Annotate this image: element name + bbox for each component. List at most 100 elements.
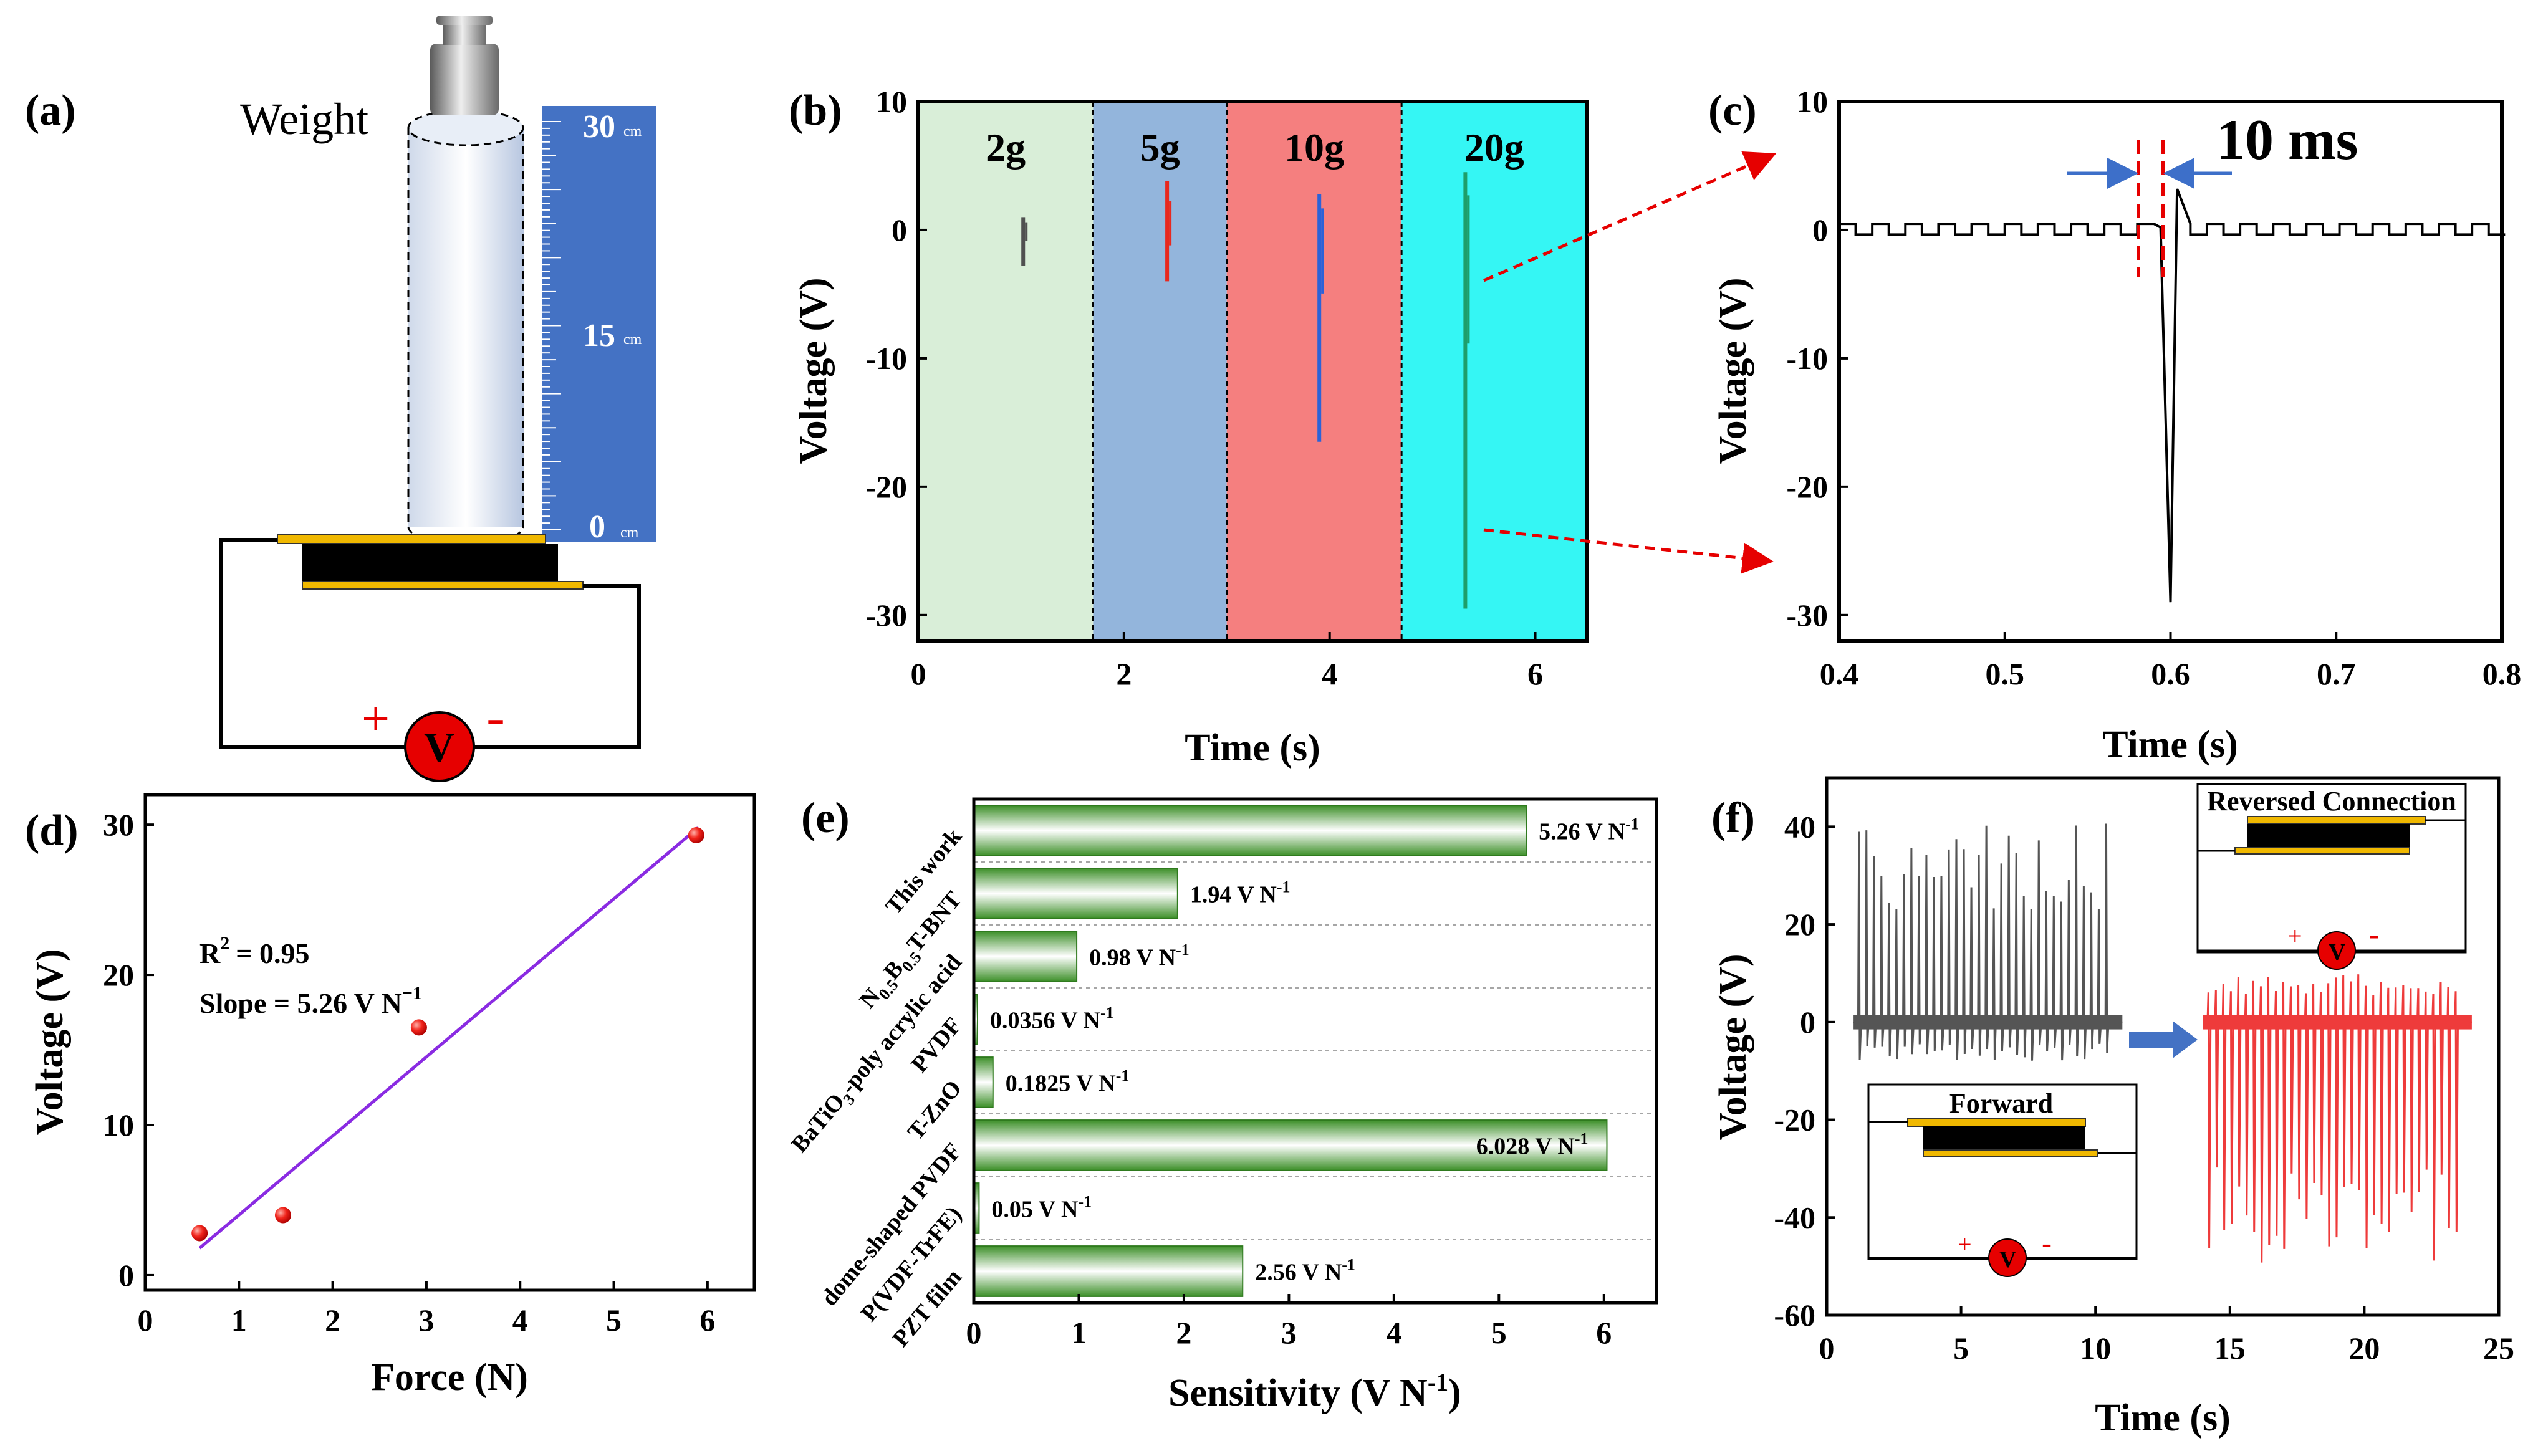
- inset-forward-voltmeter-symbol: V: [1999, 1247, 2017, 1273]
- panel-e-label: (e): [801, 794, 850, 842]
- region-2g: [918, 102, 1094, 641]
- transition-arrow-icon: [2129, 1021, 2198, 1058]
- bar-0: [973, 805, 1527, 856]
- weight-label: Weight: [240, 94, 368, 144]
- inset-reversed-title: Reversed Connection: [2207, 786, 2456, 817]
- inset-forward-plus: +: [1958, 1230, 1972, 1258]
- x-tick-label: 0: [138, 1303, 153, 1338]
- x-tick-label: 15: [2214, 1331, 2246, 1366]
- y-tick-label: 10: [876, 84, 907, 119]
- y-tick-label: 30: [103, 807, 134, 842]
- y-tick-label: 0: [118, 1258, 134, 1293]
- y-tick-label: 0: [892, 213, 907, 247]
- inset-reversed-film: [2247, 824, 2410, 848]
- value-label: 5.26 V N-1: [1539, 815, 1639, 845]
- voltmeter-icon: [404, 711, 475, 782]
- x-tick-label: 6: [1527, 656, 1543, 691]
- region-label-5g: 5g: [1140, 125, 1180, 170]
- circuit-wire-left: [219, 538, 405, 749]
- panel-b-xlabel: Time (s): [1185, 727, 1320, 769]
- x-tick-label: 0.5: [1986, 656, 2025, 691]
- panel-f-xlabel: Time (s): [2095, 1397, 2231, 1439]
- panel-b: (b) 2g 5g 10g 20g 0 2 4 6 10 0 -10 -20 -30 Time (s)…: [789, 84, 1777, 769]
- inset-reversed-top-electrode: [2247, 816, 2426, 825]
- ruler: [542, 106, 656, 542]
- panel-d-xlabel: Force (N): [371, 1356, 528, 1399]
- y-tick-label: 0: [1800, 1005, 1815, 1040]
- panel-f-label: (f): [1711, 794, 1755, 842]
- minus-sign: -: [486, 686, 505, 748]
- x-tick-label: 3: [1281, 1315, 1297, 1350]
- region-5g: [1093, 102, 1227, 641]
- inset-reversed-wire-right: [2350, 819, 2467, 952]
- panel-e: (e) 5.26 V N-1 1.94 V N-1 0.98 V N-1 0.0356…: [786, 794, 1658, 1414]
- value-label: 0.0356 V N-1: [990, 1004, 1114, 1034]
- value-label: 1.94 V N-1: [1190, 878, 1291, 908]
- baseline-0: [1853, 1015, 2123, 1030]
- circuit-wire-right: [471, 584, 641, 749]
- voltmeter-symbol: V: [424, 724, 454, 771]
- panel-b-label: (b): [789, 87, 842, 135]
- plus-sign: +: [362, 692, 390, 747]
- x-tick-label: 20: [2348, 1331, 2380, 1366]
- panel-c-label: (c): [1708, 87, 1757, 135]
- inset-forward-voltmeter-icon: [1988, 1238, 2027, 1277]
- y-tick-label: 20: [1784, 907, 1815, 942]
- panel-e-xlabel: Sensitivity (V N-1): [1168, 1368, 1461, 1414]
- x-tick-label: 5: [1953, 1331, 1969, 1366]
- x-tick-label: 0: [966, 1315, 982, 1350]
- x-tick-label: 4: [1386, 1315, 1401, 1350]
- ruler-unit-15: cm: [623, 332, 642, 348]
- panel-c-ylabel: Voltage (V): [1712, 277, 1754, 464]
- baseline-1: [2203, 1015, 2472, 1030]
- inset-forward: Forward V + -: [1867, 1083, 2138, 1277]
- region-label-2g: 2g: [986, 125, 1026, 170]
- inset-reversed-wire-left: [2196, 850, 2322, 952]
- panel-a-label: (a): [25, 87, 76, 135]
- y-tick-label: 10: [1797, 84, 1828, 119]
- inset-forward-title: Forward: [1949, 1088, 2053, 1119]
- bar-1: [973, 868, 1178, 919]
- x-tick-label: 0.7: [2317, 656, 2356, 691]
- data-point: [688, 827, 704, 844]
- inset-reversed-voltmeter-symbol: V: [2329, 939, 2346, 965]
- x-tick-label: 1: [1071, 1315, 1087, 1350]
- x-tick-label: 5: [1491, 1315, 1507, 1350]
- inset-forward-bottom-electrode: [1923, 1149, 2098, 1157]
- panel-f-ylabel: Voltage (V): [1712, 954, 1754, 1140]
- ruler-label-15: 15: [583, 318, 615, 353]
- x-tick-label: 3: [418, 1303, 434, 1338]
- value-label: 0.1825 V N-1: [1006, 1067, 1130, 1097]
- panel-a: (a) Weight 30 cm 15 cm 0 cm V + -: [25, 16, 656, 782]
- value-label: 0.05 V N-1: [991, 1193, 1092, 1223]
- interval-annotation: 10 ms: [2216, 108, 2358, 171]
- y-tick-label: 40: [1784, 809, 1815, 844]
- bar-7: [973, 1245, 1244, 1297]
- region-20g: [1401, 102, 1587, 641]
- bar-2: [973, 931, 1078, 982]
- value-label: 0.98 V N-1: [1089, 941, 1190, 971]
- y-tick-label: -40: [1774, 1200, 1815, 1235]
- panel-f: (f) 0 5 10 15 20 25 40 20 0 -20 -40 -60 Reversed Co…: [1711, 776, 2514, 1439]
- bar-4: [973, 1056, 994, 1108]
- x-tick-label: 0.6: [2151, 656, 2190, 691]
- y-tick-label: -30: [865, 598, 907, 633]
- panel-f-frame: [1825, 776, 2501, 1317]
- bottom-electrode: [302, 581, 584, 590]
- region-label-10g: 10g: [1284, 125, 1344, 170]
- tube-top: [407, 109, 524, 146]
- inset-forward-wire-right: [2023, 1152, 2138, 1259]
- x-tick-label: 0: [911, 656, 926, 691]
- y-tick-label: 20: [103, 957, 134, 992]
- y-tick-label: 0: [1812, 213, 1828, 247]
- panel-d: (d) 0 1 2 3 4 5 6 0 10 20 30 R2 = 0.95 Slope = 5.26…: [25, 793, 756, 1399]
- y-tick-label: -20: [1786, 469, 1828, 504]
- data-point: [191, 1225, 208, 1242]
- panel-c: (c) 0.4 0.5 0.6 0.7 0.8 10 0 -10 -20 -30 10 ms Ti…: [1708, 84, 2521, 766]
- weight-icon: [430, 16, 499, 115]
- inset-reversed-bottom-electrode: [2234, 847, 2410, 855]
- panel-d-label: (d): [25, 807, 79, 855]
- x-tick-label: 6: [1596, 1315, 1612, 1350]
- x-tick-label: 25: [2483, 1331, 2514, 1366]
- inset-forward-film: [1923, 1126, 2085, 1150]
